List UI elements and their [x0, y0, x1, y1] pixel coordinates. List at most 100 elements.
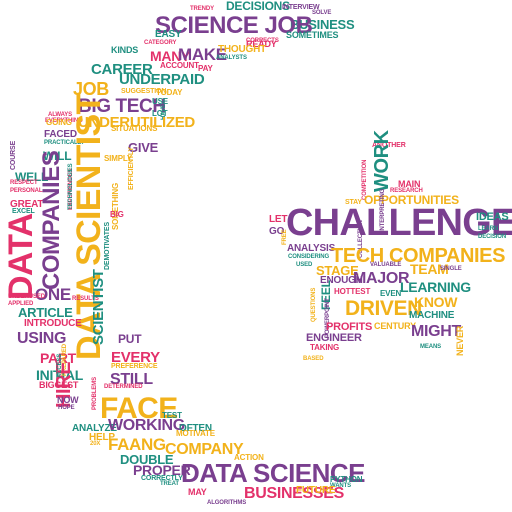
word-put: PUT	[118, 332, 142, 346]
word-analysis: ANALYSIS	[287, 243, 336, 254]
word-machine: MACHINE	[409, 310, 455, 321]
word-correctly: CORRECTLY	[141, 475, 183, 482]
word-introduce: INTRODUCE	[24, 318, 82, 329]
word-test: TEST	[162, 411, 182, 420]
word-hottest: HOTTEST	[334, 287, 371, 296]
word-often: OFTEN	[179, 423, 212, 434]
word-companies: COMPANIES	[38, 150, 65, 290]
word-based: BASED	[303, 356, 324, 362]
word-interview: INTERVIEW	[282, 4, 320, 11]
word-underutilized: UNDERUTILIZED	[78, 114, 195, 131]
word-use: USE	[152, 97, 168, 106]
word-go: GO	[269, 226, 285, 237]
word-access: ACCESS	[57, 353, 63, 378]
word-trendy: TRENDY	[190, 6, 214, 12]
word-might: MIGHT	[411, 323, 461, 340]
word-algorithms: ALGORITHMS	[207, 500, 247, 506]
word-faang: FAANG	[108, 435, 166, 454]
word-company: COMPANY	[165, 441, 244, 458]
word-ready: READY	[246, 39, 277, 49]
word-main: MAIN	[398, 179, 421, 189]
word-results: RESULTS	[72, 296, 99, 302]
word-science-job: SCIENCE JOB	[155, 12, 313, 39]
word-now: NOW	[57, 395, 79, 405]
word-action: ACTION	[234, 453, 264, 462]
word-another: ANOTHER	[372, 142, 406, 149]
word-analyze: ANALYZE	[72, 423, 117, 434]
word-even: EVEN	[380, 289, 402, 298]
word-know: KNOW	[414, 294, 458, 310]
word-using: USING	[17, 330, 67, 347]
word-considering: CONSIDERING	[288, 254, 330, 260]
word-applied: APPLIED	[8, 301, 34, 307]
word-personal: PERSONAL	[10, 188, 43, 194]
word-account: ACCOUNT	[160, 61, 199, 70]
word-data-science: DATA SCIENCE	[181, 458, 365, 488]
word-career: CAREER	[91, 61, 153, 78]
word-used: USED	[296, 262, 313, 268]
word-double: DOUBLE	[120, 452, 174, 467]
word-give: GIVE	[128, 140, 159, 155]
word-still: STILL	[110, 371, 153, 388]
word-solve: SOLVE	[312, 10, 332, 16]
word-easy: EASY	[155, 29, 182, 40]
word-faced: FACED	[44, 129, 77, 140]
word-may: MAY	[188, 487, 207, 497]
word-research: RESEARCH	[390, 188, 423, 194]
word-corrects: CORRECTS	[246, 38, 279, 44]
word-motivate: MOTIVATE	[176, 429, 215, 438]
word-today: TODAY	[156, 88, 183, 97]
word-decision: DECISION	[478, 234, 507, 240]
word-data: DATA	[2, 213, 40, 300]
word-century: CENTURY	[374, 321, 416, 331]
word-underpaid: UNDERPAID	[119, 71, 205, 88]
word-job: JOB	[73, 79, 109, 99]
word-article: ARTICLE	[18, 305, 73, 320]
word-decisions: DECISIONS	[226, 0, 290, 13]
word-part: PART	[40, 350, 76, 366]
word-opportunities: OPPORTUNITIES	[364, 193, 459, 207]
word-help: HELP	[89, 432, 115, 443]
word-sometimes: SOMETIMES	[286, 30, 339, 40]
word-valuable: VALUABLE	[370, 262, 402, 268]
word-suggestion: SUGGESTION	[121, 88, 167, 95]
word-simply: SIMPLY	[104, 154, 133, 163]
word-treat: TREAT	[160, 481, 179, 487]
word-lot: LOT	[152, 109, 168, 118]
word-taking: TAKING	[310, 343, 340, 352]
word-everything: EVERYTHING	[45, 118, 83, 124]
word-tech-companies: TECH COMPANIES	[331, 245, 506, 267]
word-team: TEAM	[410, 261, 449, 277]
word-will: WILL	[43, 149, 72, 163]
word-challenge: CHALLENGE	[286, 202, 512, 244]
word-every: EVERY	[111, 349, 160, 366]
word-python: PYTHON	[330, 475, 363, 484]
word-big-tech: BIG TECH	[78, 96, 166, 117]
word-biggest: BIGGEST	[39, 380, 79, 390]
word-many: MANY	[150, 48, 191, 64]
word-great: GREAT	[10, 199, 44, 210]
word-preference: PREFERENCE	[111, 363, 158, 370]
word-going: GOING	[46, 118, 72, 127]
word-hope: HOPE	[58, 405, 75, 411]
word-future: FUTURE	[296, 485, 336, 496]
word-working: WORKING	[108, 417, 185, 434]
word-demotivates: DEMOTIVATES	[104, 222, 111, 270]
word-let: LET	[269, 214, 288, 225]
word-engineer: ENGINEER	[306, 332, 362, 344]
word-thought: THOUGHT	[218, 44, 267, 55]
word-initial: INITIAL	[36, 367, 84, 383]
word-pay: PAY	[198, 64, 213, 73]
word-scientist: SCIENTIST	[90, 269, 107, 345]
word-major: MAJOR	[353, 270, 410, 287]
word-something: SOMETHING	[111, 182, 120, 230]
word-analysts: ANALYSTS	[216, 55, 247, 61]
word-single: SINGLE	[440, 266, 462, 272]
word-businesses: BUSINESSES	[244, 485, 344, 502]
word-category: CATEGORY	[144, 40, 177, 46]
word-underused: UNDERUSED	[8, 294, 45, 300]
word-excel: EXCEL	[12, 208, 35, 215]
word-ideas: IDEAS	[476, 211, 509, 223]
word-respect: RESPECT	[10, 180, 38, 186]
